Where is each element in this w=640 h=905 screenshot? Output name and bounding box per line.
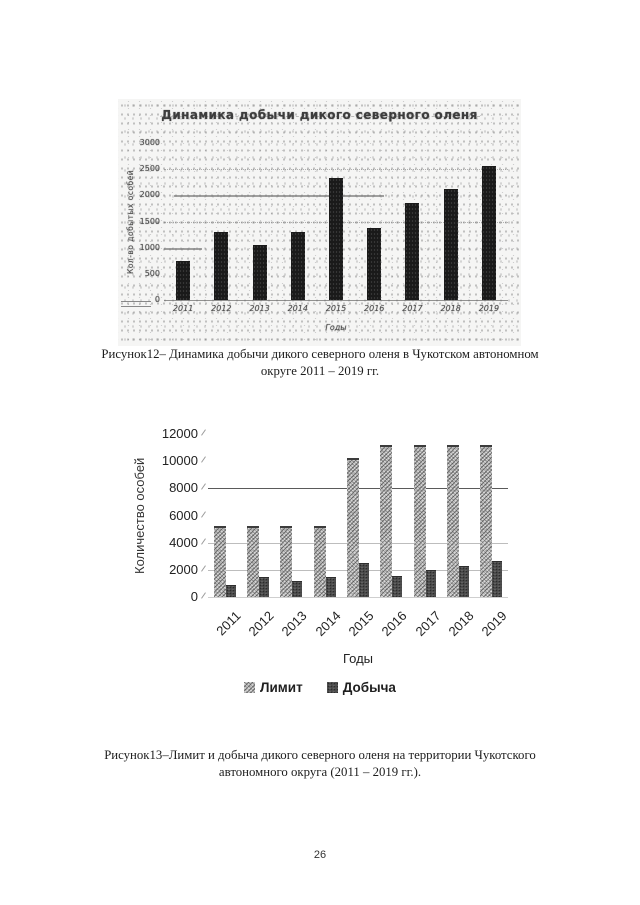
harvest-bar-2012 xyxy=(258,577,269,597)
bar-2015 xyxy=(329,178,343,300)
bar-2016 xyxy=(367,227,382,300)
x-tick-label: 2014 xyxy=(287,304,308,313)
x-tick-label: 2013 xyxy=(278,608,310,640)
chart1-x-ticks: 2011 2012 2013 2014 2015 2016 2017 2018 2019 xyxy=(164,304,508,318)
harvest-bar-2011 xyxy=(225,584,236,597)
x-tick-label: 2019 xyxy=(478,608,510,640)
x-tick-label: 2016 xyxy=(378,608,410,640)
gridline-segment xyxy=(164,247,202,250)
bar-2019 xyxy=(481,166,496,300)
chart2-y-ticks: 0 2000 4000 6000 8000 10000 12000 xyxy=(130,426,198,604)
caption-line: Рисунок12– Динамика добычи дикого северн… xyxy=(101,347,539,361)
legend-label: Лимит xyxy=(260,680,303,695)
limit-bar-2011 xyxy=(213,526,226,597)
y-tick-label: 1000 xyxy=(139,242,160,252)
y-tick-label: 2000 xyxy=(169,561,198,577)
caption-line: автономного округа (2011 – 2019 гг.). xyxy=(218,764,422,779)
x-tick-label: 2015 xyxy=(325,304,347,313)
limit-bar-2014 xyxy=(313,526,326,597)
scan-artifact-line xyxy=(160,116,480,117)
x-tick-label: 2017 xyxy=(402,304,423,313)
page-number: 26 xyxy=(313,849,327,861)
y-tick-label: 10000 xyxy=(161,453,198,469)
y-tick-label: 12000 xyxy=(161,426,198,441)
x-tick-label: 2015 xyxy=(345,608,377,640)
y-tick-label: 500 xyxy=(144,268,160,278)
harvest-bar-2013 xyxy=(292,580,303,597)
limit-swatch-icon xyxy=(244,682,256,693)
x-tick-label: 2012 xyxy=(211,304,232,313)
figure-12-chart: Динамика добычи дикого северного оленя К… xyxy=(118,99,521,346)
limit-bar-2013 xyxy=(280,526,293,597)
bar-2013 xyxy=(252,245,267,300)
chart2-plot-area xyxy=(208,434,508,598)
figure-13-caption: Рисунок13–Лимит и добыча дикого северног… xyxy=(0,747,640,780)
bar-2011 xyxy=(176,260,191,300)
x-tick-label: 2014 xyxy=(312,608,344,640)
y-tick-label: 6000 xyxy=(169,507,198,523)
y-tick-mark xyxy=(201,565,206,572)
chart1-y-ticks: 3000 2500 2000 1500 1000 500 0 xyxy=(132,138,160,304)
y-tick-mark xyxy=(201,483,206,490)
legend-item-limit: Лимит xyxy=(244,680,303,695)
chart2-x-ticks: 2011 2012 2013 2014 2015 2016 2017 2018 2019 xyxy=(130,608,520,653)
harvest-bar-2016 xyxy=(392,575,403,597)
x-tick-label: 2017 xyxy=(412,608,444,640)
chart1-plot-area xyxy=(164,143,508,301)
caption-line: Рисунок13–Лимит и добыча дикого северног… xyxy=(104,748,536,762)
limit-bar-2015 xyxy=(346,458,359,597)
y-tick-mark xyxy=(201,510,206,518)
figure-13-chart: Количество особей 0 2000 4000 6000 8000 10000… xyxy=(130,423,520,711)
chart2-legend: Лимит Добыча xyxy=(170,680,470,695)
legend-item-harvest: Добыча xyxy=(326,680,396,695)
harvest-swatch-icon xyxy=(326,682,338,693)
x-tick-label: 2013 xyxy=(249,304,270,313)
y-tick-label: 1500 xyxy=(139,216,160,226)
y-tick-label: 4000 xyxy=(169,534,198,550)
harvest-bar-2017 xyxy=(425,569,436,597)
y-tick-mark xyxy=(201,592,206,599)
harvest-bar-2015 xyxy=(358,563,369,597)
y-tick-label: 0 xyxy=(190,589,198,604)
chart2-x-axis-label: Годы xyxy=(342,651,374,666)
limit-bar-2019 xyxy=(480,444,493,597)
limit-bar-2016 xyxy=(380,444,393,597)
x-tick-label: 2019 xyxy=(478,304,500,313)
x-tick-label: 2018 xyxy=(445,608,477,640)
gridline xyxy=(164,169,508,171)
y-tick-label: 2500 xyxy=(139,164,160,174)
harvest-bar-2018 xyxy=(458,566,469,597)
x-tick-label: 2012 xyxy=(245,608,277,640)
gridline-segment xyxy=(174,195,385,198)
y-tick-label: 0 xyxy=(154,295,160,304)
limit-bar-2017 xyxy=(413,444,426,597)
y-tick-mark xyxy=(201,538,206,545)
bar-2012 xyxy=(214,231,229,300)
x-tick-label: 2011 xyxy=(212,608,244,639)
x-tick-label: 2016 xyxy=(364,304,385,313)
y-tick-mark xyxy=(201,429,206,436)
y-tick-mark xyxy=(201,456,206,463)
y-tick-label: 8000 xyxy=(169,480,198,496)
bar-2014 xyxy=(290,231,305,300)
chart1-title: Динамика добычи дикого северного оленя xyxy=(161,108,478,122)
caption-line: округе 2011 – 2019 гг. xyxy=(260,363,380,378)
x-tick-label: 2018 xyxy=(440,304,461,313)
legend-label: Добыча xyxy=(342,680,396,695)
harvest-bar-2019 xyxy=(492,561,503,597)
harvest-bar-2014 xyxy=(325,576,336,597)
limit-bar-2012 xyxy=(246,526,259,597)
y-tick-label: 3000 xyxy=(139,138,160,147)
figure-12-caption: Рисунок12– Динамика добычи дикого северн… xyxy=(0,346,640,379)
scan-artifact-box xyxy=(121,301,151,307)
chart1-x-axis-label: Годы xyxy=(325,323,347,332)
y-tick-label: 2000 xyxy=(139,190,160,200)
bar-2017 xyxy=(405,203,420,300)
bar-2018 xyxy=(443,189,458,300)
x-tick-label: 2011 xyxy=(172,304,194,313)
limit-bar-2018 xyxy=(446,444,459,597)
